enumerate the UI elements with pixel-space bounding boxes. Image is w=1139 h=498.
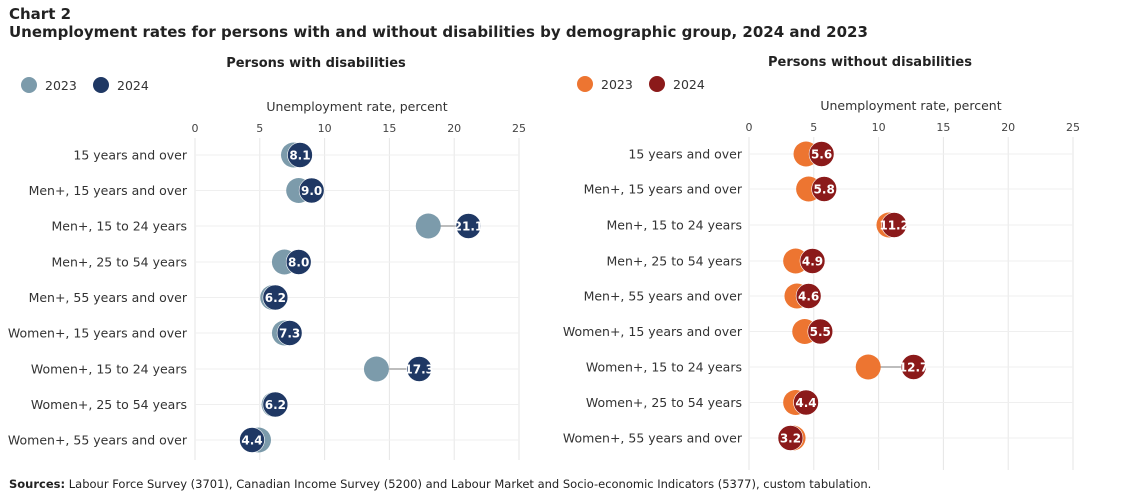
data-label-2024: 7.3 [279, 327, 300, 341]
x-tick-label: 20 [447, 122, 461, 135]
x-tick-label: 20 [1001, 121, 1015, 134]
x-tick-label: 10 [872, 121, 886, 134]
x-tick-label: 25 [512, 122, 526, 135]
category-label: Women+, 15 to 24 years [31, 362, 187, 377]
category-label: Men+, 25 to 54 years [52, 255, 188, 270]
x-tick-label: 15 [936, 121, 950, 134]
point-2024 [287, 142, 313, 168]
data-label-2024: 9.0 [301, 184, 322, 198]
point-2024 [799, 248, 826, 274]
category-label: Men+, 15 years and over [29, 183, 188, 198]
data-label-2024: 4.4 [795, 396, 816, 410]
point-2024 [298, 177, 325, 204]
point-2024 [406, 356, 433, 382]
category-label: Men+, 15 to 24 years [52, 219, 188, 234]
point-2024 [285, 249, 312, 275]
data-label-2024: 5.6 [811, 148, 832, 162]
point-2024 [795, 283, 822, 309]
x-axis-label: Unemployment rate, percent [820, 98, 1001, 113]
category-label: Women+, 55 years and over [8, 433, 188, 448]
x-tick-label: 0 [746, 121, 753, 134]
point-2024 [777, 425, 804, 451]
category-label: 15 years and over [628, 147, 742, 162]
point-2023 [363, 356, 389, 382]
data-label-2024: 3.2 [780, 432, 801, 446]
data-label-2024: 5.5 [810, 325, 831, 339]
point-2024 [881, 212, 907, 238]
data-label-2024: 12.7 [899, 361, 929, 375]
legend-label-2023: 2023 [601, 77, 633, 92]
x-tick-label: 5 [810, 121, 817, 134]
data-label-2024: 5.8 [814, 183, 835, 197]
point-2023 [855, 354, 881, 380]
category-label: Women+, 15 years and over [8, 326, 188, 341]
category-label: Men+, 55 years and over [29, 290, 188, 305]
data-label-2024: 8.1 [289, 149, 310, 163]
point-2024 [276, 320, 303, 346]
category-label: Men+, 15 to 24 years [607, 218, 743, 233]
data-label-2024: 4.9 [802, 255, 823, 269]
point-2024 [262, 284, 289, 311]
category-label: 15 years and over [73, 148, 187, 163]
point-2024 [807, 318, 834, 345]
data-label-2024: 11.2 [879, 219, 909, 233]
point-2023 [415, 213, 441, 239]
data-label-2024: 4.6 [798, 290, 819, 304]
data-label-2024: 6.2 [265, 398, 286, 412]
data-label-2024: 17.3 [404, 363, 434, 377]
point-2024 [455, 213, 482, 239]
data-label-2024: 8.0 [288, 256, 309, 270]
legend-marker-2023 [577, 76, 593, 92]
category-label: Women+, 25 to 54 years [31, 397, 187, 412]
x-tick-label: 5 [256, 122, 263, 135]
category-label: Men+, 55 years and over [584, 289, 743, 304]
sources-text: Labour Force Survey (3701), Canadian Inc… [68, 477, 872, 491]
legend-label-2024: 2024 [673, 77, 705, 92]
legend-marker-2024 [649, 76, 665, 92]
category-label: Women+, 15 to 24 years [586, 360, 742, 375]
data-label-2024: 21.1 [454, 220, 484, 234]
sources-note: Sources: Labour Force Survey (3701), Can… [9, 477, 871, 491]
legend-label-2024: 2024 [117, 78, 149, 93]
category-label: Women+, 15 years and over [563, 324, 743, 339]
point-2024 [808, 141, 835, 167]
category-label: Women+, 25 to 54 years [586, 395, 742, 410]
x-tick-label: 15 [382, 122, 396, 135]
legend-marker-2023 [21, 77, 37, 93]
point-2024 [793, 389, 819, 416]
x-tick-label: 0 [192, 122, 199, 135]
sources-label: Sources: [9, 477, 66, 491]
category-label: Men+, 25 to 54 years [607, 254, 743, 269]
x-tick-label: 10 [318, 122, 332, 135]
data-label-2024: 6.2 [265, 291, 286, 305]
point-2024 [811, 176, 837, 202]
panel-title: Persons without disabilities [768, 55, 972, 70]
data-label-2024: 4.4 [241, 434, 262, 448]
category-label: Men+, 15 years and over [584, 182, 743, 197]
legend-marker-2024 [93, 77, 109, 93]
panel-title: Persons with disabilities [226, 56, 406, 71]
chart-title: Unemployment rates for persons with and … [9, 23, 868, 41]
category-label: Women+, 55 years and over [563, 431, 743, 446]
chart-label: Chart 2 [9, 5, 72, 23]
x-tick-label: 25 [1066, 121, 1080, 134]
legend-label-2023: 2023 [45, 78, 77, 93]
point-2024 [262, 391, 289, 418]
point-2024 [900, 354, 927, 380]
point-2024 [239, 427, 265, 453]
x-axis-label: Unemployment rate, percent [266, 99, 447, 114]
chart-canvas: Persons with disabilities 2023 2024 Unemplo… [8, 55, 1080, 470]
